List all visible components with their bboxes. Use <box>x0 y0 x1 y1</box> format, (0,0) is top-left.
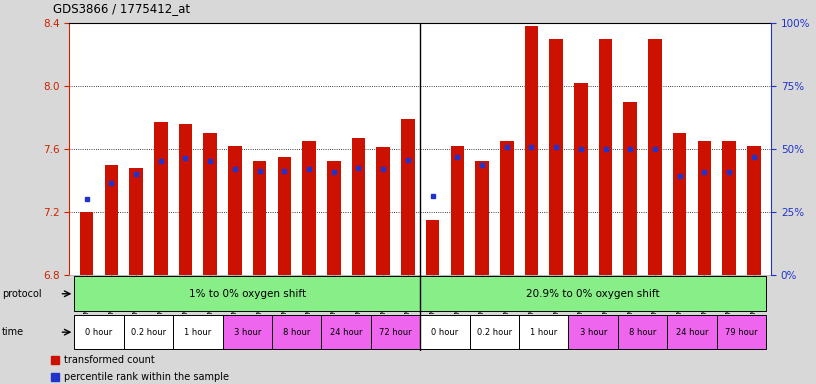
Bar <box>574 83 588 275</box>
Bar <box>475 161 489 275</box>
Text: 20.9% to 0% oxygen shift: 20.9% to 0% oxygen shift <box>526 289 660 299</box>
Bar <box>673 133 686 275</box>
Text: GDS3866 / 1775412_at: GDS3866 / 1775412_at <box>53 2 190 15</box>
Text: 8 hour: 8 hour <box>283 328 310 337</box>
Bar <box>322 315 370 349</box>
Bar <box>599 39 612 275</box>
Bar <box>698 141 712 275</box>
Bar <box>203 133 217 275</box>
Text: 3 hour: 3 hour <box>579 328 607 337</box>
Text: 72 hour: 72 hour <box>379 328 412 337</box>
Text: percentile rank within the sample: percentile rank within the sample <box>64 372 228 382</box>
Text: transformed count: transformed count <box>64 356 154 366</box>
Bar <box>420 276 766 311</box>
Text: 0 hour: 0 hour <box>432 328 459 337</box>
Bar <box>223 315 272 349</box>
Bar <box>618 315 667 349</box>
Text: 8 hour: 8 hour <box>629 328 656 337</box>
Bar <box>370 315 420 349</box>
Text: 0.2 hour: 0.2 hour <box>131 328 166 337</box>
Bar <box>253 161 266 275</box>
Bar <box>74 315 124 349</box>
Bar <box>352 138 366 275</box>
Bar <box>179 124 193 275</box>
Bar <box>74 276 420 311</box>
Bar <box>129 168 143 275</box>
Text: protocol: protocol <box>2 289 42 299</box>
Bar <box>667 315 716 349</box>
Bar <box>623 102 637 275</box>
Bar <box>401 119 415 275</box>
Bar <box>716 315 766 349</box>
Text: time: time <box>2 327 24 337</box>
Text: 0 hour: 0 hour <box>86 328 113 337</box>
Bar <box>569 315 618 349</box>
Bar <box>525 26 539 275</box>
Bar <box>426 220 439 275</box>
Bar <box>376 147 390 275</box>
Bar <box>450 146 464 275</box>
Bar <box>154 122 167 275</box>
Text: 24 hour: 24 hour <box>330 328 362 337</box>
Text: 79 hour: 79 hour <box>725 328 758 337</box>
Bar <box>648 39 662 275</box>
Bar <box>124 315 173 349</box>
Bar <box>327 161 340 275</box>
Text: 3 hour: 3 hour <box>233 328 261 337</box>
Bar <box>228 146 242 275</box>
Bar <box>519 315 569 349</box>
Bar <box>277 157 291 275</box>
Text: 24 hour: 24 hour <box>676 328 708 337</box>
Bar <box>722 141 736 275</box>
Bar <box>104 164 118 275</box>
Bar <box>302 141 316 275</box>
Bar <box>80 212 94 275</box>
Bar <box>173 315 223 349</box>
Bar <box>500 141 513 275</box>
Text: 1 hour: 1 hour <box>530 328 557 337</box>
Text: 1 hour: 1 hour <box>184 328 211 337</box>
Bar <box>420 315 470 349</box>
Text: 0.2 hour: 0.2 hour <box>477 328 512 337</box>
Bar <box>549 39 563 275</box>
Bar <box>747 146 761 275</box>
Bar <box>272 315 322 349</box>
Bar <box>470 315 519 349</box>
Text: 1% to 0% oxygen shift: 1% to 0% oxygen shift <box>188 289 306 299</box>
